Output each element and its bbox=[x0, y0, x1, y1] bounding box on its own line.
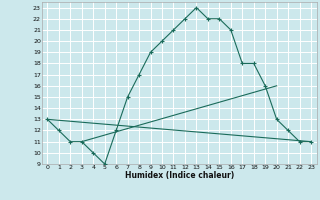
X-axis label: Humidex (Indice chaleur): Humidex (Indice chaleur) bbox=[124, 171, 234, 180]
